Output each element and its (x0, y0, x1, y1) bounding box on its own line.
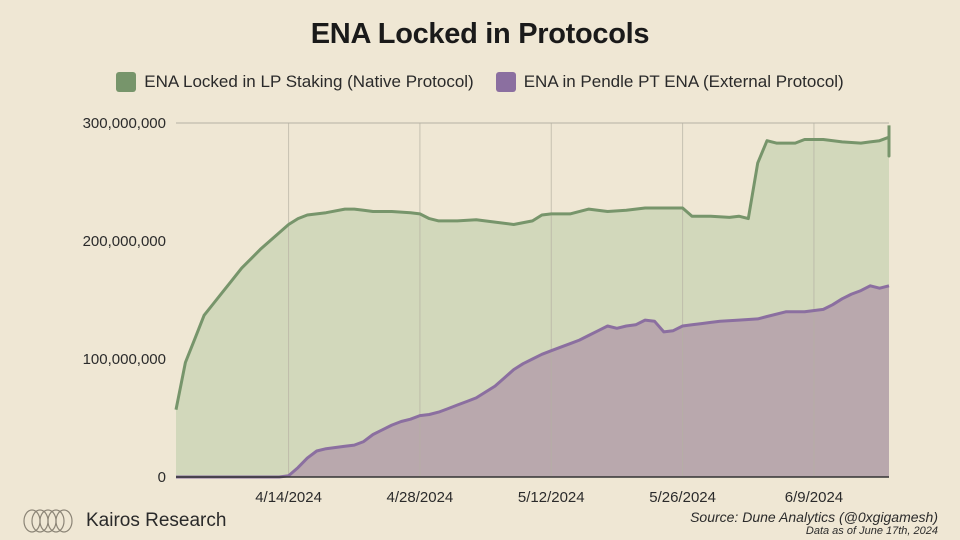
x-tick-label-4: 6/9/2024 (785, 489, 843, 506)
series-line-1 (176, 284, 890, 479)
as-of-text: Data as of June 17th, 2024 (805, 525, 938, 537)
legend-item-native[interactable]: ENA Locked in LP Staking (Native Protoco… (116, 72, 474, 92)
series-line-0 (174, 125, 891, 410)
y-tick-label-1: 100,000,000 (83, 351, 166, 368)
chart-legend: ENA Locked in LP Staking (Native Protoco… (0, 72, 960, 92)
series-area-1 (176, 285, 889, 477)
x-tick-label-1: 4/28/2024 (387, 489, 454, 506)
source-text: Source: Dune Analytics (@0xgigamesh) (690, 509, 938, 525)
source-note: Source: Dune Analytics (@0xgigamesh) Dat… (690, 509, 938, 538)
kairos-logo-icon (23, 509, 73, 533)
y-tick-label-0: 0 (158, 469, 166, 486)
y-tick-label-2: 200,000,000 (83, 233, 166, 250)
brand-name: Kairos Research (86, 510, 227, 531)
x-tick-label-2: 5/12/2024 (518, 489, 585, 506)
legend-swatch-pendle (495, 72, 516, 92)
brand: Kairos Research (20, 507, 226, 535)
legend-label-native: ENA Locked in LP Staking (Native Protoco… (144, 72, 474, 91)
legend-label-pendle: ENA in Pendle PT ENA (External Protocol) (523, 72, 844, 91)
chart-title: ENA Locked in Protocols (310, 18, 650, 50)
y-tick-label-3: 300,000,000 (83, 115, 166, 132)
x-tick-label-3: 5/26/2024 (649, 489, 716, 506)
x-tick-label-0: 4/14/2024 (255, 489, 322, 506)
legend-item-pendle[interactable]: ENA in Pendle PT ENA (External Protocol) (495, 72, 844, 92)
legend-swatch-native (116, 72, 137, 92)
